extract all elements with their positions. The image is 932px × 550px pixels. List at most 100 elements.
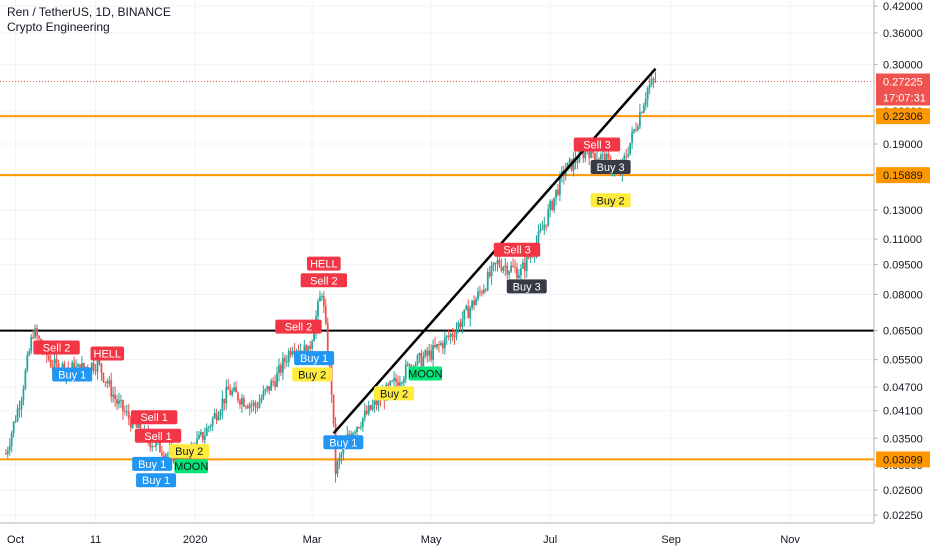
candle-body xyxy=(369,405,372,410)
price-tick-label: 0.13000 xyxy=(883,205,923,217)
candle-body xyxy=(467,305,470,319)
candle-body xyxy=(231,390,234,395)
candle-body xyxy=(281,358,284,373)
candle-body xyxy=(360,426,362,428)
line-price-label: 0.15889 xyxy=(876,167,930,184)
signal-text: Buy 2 xyxy=(298,369,326,381)
signal-label-sell: Sell 2 xyxy=(33,340,80,355)
line-price-label-text: 0.15889 xyxy=(883,170,923,182)
candle-body xyxy=(244,406,247,408)
signal-text: Buy 1 xyxy=(58,369,86,381)
candle-body xyxy=(555,189,557,198)
candle-body xyxy=(118,400,120,404)
candle-body xyxy=(568,159,571,163)
candle-body xyxy=(110,380,113,397)
signal-labels: Sell 2 HELL Buy 1 Sell 1 Sell 1 Buy 1 Buy 1 Buy… xyxy=(33,137,631,488)
candle-body xyxy=(209,425,212,427)
candle-body xyxy=(18,408,21,410)
candle-body xyxy=(200,432,202,435)
candle-body xyxy=(53,359,56,370)
candle-body xyxy=(623,156,626,160)
candle-body xyxy=(631,131,633,143)
signal-text: Buy 3 xyxy=(597,162,625,174)
candle-body xyxy=(20,400,23,410)
signal-label-buy2: Buy 2 xyxy=(292,367,333,382)
candle-body xyxy=(166,453,169,455)
signal-text: Buy 1 xyxy=(329,437,357,449)
candle-body xyxy=(455,329,458,337)
candle-body xyxy=(502,267,505,271)
candle-body xyxy=(313,332,315,342)
time-tick-label: Mar xyxy=(303,534,322,546)
line-price-label-text: 0.22306 xyxy=(883,111,923,123)
candle-body xyxy=(100,363,103,373)
candle-body xyxy=(445,335,448,338)
signal-text: Sell 1 xyxy=(144,431,172,443)
candle-body xyxy=(399,382,401,386)
candle-body xyxy=(551,201,554,210)
candle-body xyxy=(155,441,157,447)
signal-label-buy1: Buy 1 xyxy=(132,456,173,471)
candle-body xyxy=(496,259,499,264)
candle-body xyxy=(283,358,286,362)
candle-body xyxy=(112,394,115,397)
last-price-label: 0.27225 xyxy=(876,73,930,90)
time-tick-label: Nov xyxy=(780,534,800,546)
candle-body xyxy=(319,296,321,302)
candle-body xyxy=(270,381,273,391)
candle-body xyxy=(256,407,259,409)
price-tick-label: 0.02250 xyxy=(883,510,923,522)
candle-body xyxy=(375,400,378,406)
candle-body xyxy=(523,262,526,271)
signal-label-sell: Sell 2 xyxy=(300,273,348,288)
price-tick-label: 0.04700 xyxy=(883,382,923,394)
signal-label-buy3: Buy 3 xyxy=(506,279,547,294)
candle-body xyxy=(584,149,587,159)
candle-body xyxy=(198,434,200,439)
time-tick-label: 2020 xyxy=(183,534,207,546)
candle-body xyxy=(449,334,452,337)
candle-body xyxy=(471,300,474,308)
candle-body xyxy=(252,402,255,405)
candle-body xyxy=(338,457,341,462)
candle-body xyxy=(276,373,278,387)
candle-body xyxy=(625,156,628,158)
candle-body xyxy=(213,413,216,419)
candle-body xyxy=(12,421,15,434)
candle-body xyxy=(332,394,335,424)
candle-body xyxy=(309,345,312,349)
candle-body xyxy=(10,433,13,446)
candle-body xyxy=(576,162,579,164)
candle-body xyxy=(38,336,40,339)
candle-body xyxy=(358,427,360,429)
candle-body xyxy=(469,307,472,319)
candle-body xyxy=(473,300,475,306)
candle-body xyxy=(477,291,479,300)
candle-body xyxy=(217,416,220,421)
signal-badge xyxy=(134,428,182,443)
candle-body xyxy=(644,99,647,106)
candle-body xyxy=(492,262,495,266)
signal-badge xyxy=(323,435,364,450)
candle-body xyxy=(521,262,524,269)
candle-body xyxy=(377,396,380,406)
signal-label-sell: HELL xyxy=(307,256,341,271)
signal-badge xyxy=(52,367,93,382)
candle-body xyxy=(6,450,9,454)
signal-badge xyxy=(294,351,335,366)
candle-body xyxy=(607,153,610,158)
indicator-name: Crypto Engineering xyxy=(7,20,110,34)
candle-body xyxy=(278,365,280,374)
candle-body xyxy=(235,387,237,393)
signal-label-buy2: Buy 2 xyxy=(374,386,415,401)
candle-body xyxy=(416,355,419,365)
signal-label-sell: Sell 2 xyxy=(275,319,322,334)
candle-body xyxy=(510,265,513,272)
signal-text: MOON xyxy=(174,461,208,473)
candle-body xyxy=(98,359,101,364)
candle-body xyxy=(221,398,224,412)
candle-body xyxy=(373,400,376,406)
candle-body xyxy=(514,266,516,268)
price-tick-label: 0.08000 xyxy=(883,289,923,301)
